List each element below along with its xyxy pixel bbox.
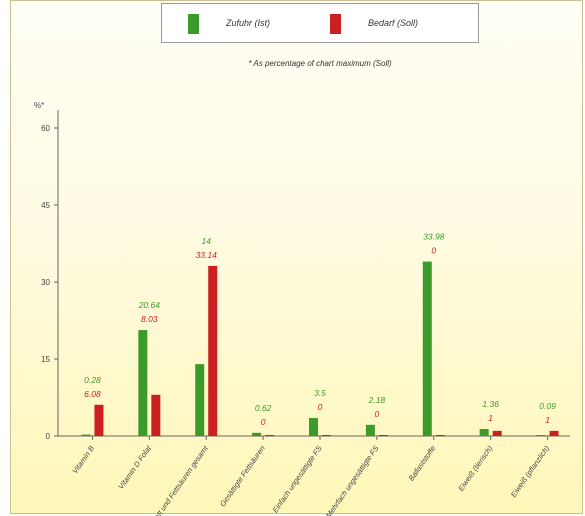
legend-swatch-series-1 xyxy=(188,14,199,34)
chart-axes: %* 0 15 30 45 60 xyxy=(34,101,570,441)
bar-series-2 xyxy=(492,430,502,436)
category-label: Vitamin D Folat xyxy=(116,443,153,491)
bar-series-1 xyxy=(138,330,148,436)
bar-series-2 xyxy=(265,435,275,436)
legend: Zufuhr (Ist) Bedarf (Soll) xyxy=(161,3,479,43)
data-label-series-1: 33.98 xyxy=(423,232,445,242)
category-label: Eiweiß (tierisch) xyxy=(456,444,494,493)
data-label-series-2: 0 xyxy=(261,417,266,427)
chart-bars xyxy=(81,261,559,436)
data-label-series-2: 0 xyxy=(375,409,380,419)
category-label: Mehrfach ungesättigte FS xyxy=(324,444,381,516)
bar-series-1 xyxy=(422,261,432,436)
category-label: Ballaststoffe xyxy=(407,444,438,483)
legend-swatch-series-2 xyxy=(330,14,341,34)
data-label-series-2: 0 xyxy=(318,402,323,412)
data-label-series-1: 2.18 xyxy=(368,395,386,405)
category-label: Einfach ungesättigte FS xyxy=(271,444,324,514)
y-tick-label: 15 xyxy=(41,355,50,364)
legend-label-series-2: Bedarf (Soll) xyxy=(368,18,419,28)
bar-series-2 xyxy=(208,265,218,436)
data-label-series-1: 20.64 xyxy=(138,300,161,310)
data-label-series-1: 0.09 xyxy=(539,401,556,411)
bar-series-2 xyxy=(378,435,388,436)
data-label-series-1: 3.5 xyxy=(314,388,326,398)
category-label: Eiweiß (pflanzlich) xyxy=(509,444,552,499)
data-label-series-1: 0.62 xyxy=(255,403,272,413)
data-label-series-1: 14 xyxy=(201,236,211,246)
bar-series-1 xyxy=(365,424,375,436)
data-label-series-2: 1 xyxy=(488,413,493,423)
chart-frame: Zufuhr (Ist) Bedarf (Soll) * As percenta… xyxy=(10,0,583,514)
data-label-series-2: 6.08 xyxy=(84,389,101,399)
bar-series-1 xyxy=(195,364,205,436)
bar-series-2 xyxy=(151,394,161,436)
bar-series-2 xyxy=(94,404,104,436)
category-label: Vitamin B xyxy=(70,444,96,475)
bar-series-2 xyxy=(549,430,559,436)
y-axis-title: %* xyxy=(34,101,44,110)
data-label-series-2: 0 xyxy=(431,246,436,256)
y-tick-label: 45 xyxy=(41,201,50,210)
data-label-series-2: 1 xyxy=(545,415,550,425)
bar-series-1 xyxy=(81,434,91,436)
legend-label-series-1: Zufuhr (Ist) xyxy=(226,18,271,28)
data-label-series-1: 0.28 xyxy=(84,375,101,385)
y-tick-label: 30 xyxy=(41,278,50,287)
legend-note: * As percentage of chart maximum (Soll) xyxy=(248,59,392,68)
bar-series-1 xyxy=(309,418,318,436)
category-label: Gesättigte Fettsäuren xyxy=(218,444,267,508)
bar-series-2 xyxy=(435,435,445,436)
bar-series-1 xyxy=(479,429,489,436)
data-label-series-2: 33.14 xyxy=(196,250,218,260)
data-label-series-2: 8.03 xyxy=(141,314,158,324)
category-label: Fett und Fettsäuren gesamt xyxy=(150,443,211,516)
data-label-series-1: 1.36 xyxy=(482,399,499,409)
y-tick-label: 60 xyxy=(41,124,50,133)
bar-series-2 xyxy=(322,435,331,436)
bar-series-1 xyxy=(536,435,546,436)
bar-series-1 xyxy=(252,432,262,436)
y-tick-label: 0 xyxy=(46,432,51,441)
